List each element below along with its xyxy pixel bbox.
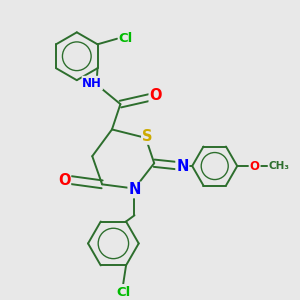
Text: NH: NH [82,76,102,89]
Text: S: S [142,129,152,144]
Text: N: N [176,158,188,173]
Text: CH₃: CH₃ [268,161,290,171]
Text: Cl: Cl [118,32,133,45]
Text: N: N [128,182,141,197]
Text: O: O [58,172,70,188]
Text: Cl: Cl [116,286,130,298]
Text: O: O [250,160,260,172]
Text: O: O [149,88,162,103]
